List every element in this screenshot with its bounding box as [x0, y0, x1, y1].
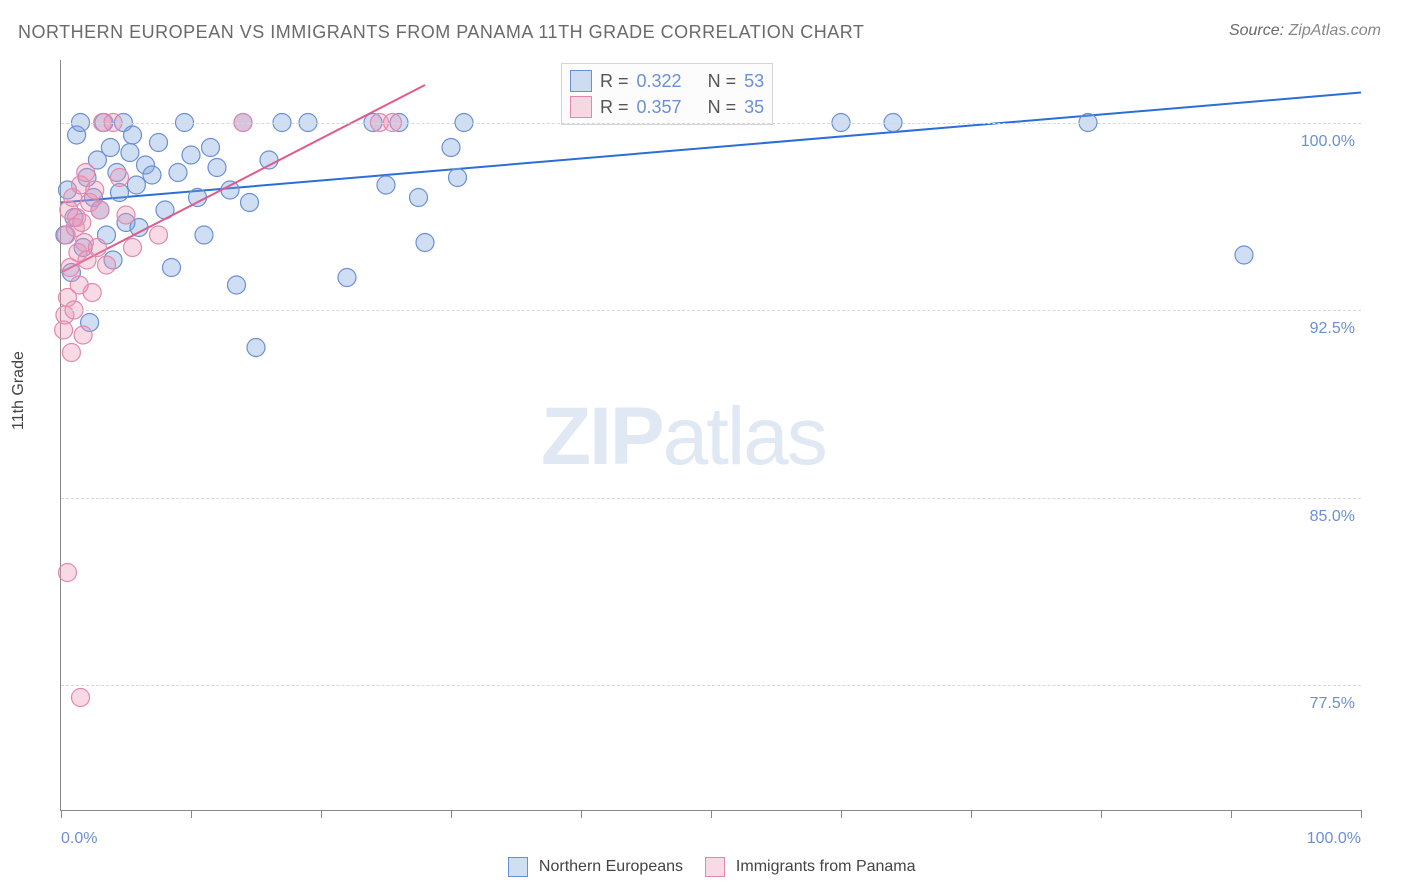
point-northern-europeans	[247, 339, 265, 357]
point-immigrants-panama	[77, 164, 95, 182]
point-northern-europeans	[124, 126, 142, 144]
point-immigrants-panama	[86, 181, 104, 199]
legend-r-label-1: R =	[600, 97, 629, 118]
point-northern-europeans	[163, 259, 181, 277]
gridline-h	[61, 498, 1361, 499]
point-northern-europeans	[442, 139, 460, 157]
point-northern-europeans	[121, 144, 139, 162]
bottom-label-1: Immigrants from Panama	[736, 858, 916, 875]
x-tick	[191, 810, 192, 818]
point-northern-europeans	[377, 176, 395, 194]
x-tick	[581, 810, 582, 818]
legend-row-1: R = 0.357 N = 35	[570, 94, 764, 120]
y-tick-label: 100.0%	[1301, 133, 1355, 151]
x-tick	[1101, 810, 1102, 818]
legend-n-value-0: 53	[744, 71, 764, 92]
point-northern-europeans	[189, 189, 207, 207]
x-tick	[61, 810, 62, 818]
point-immigrants-panama	[62, 344, 80, 362]
bottom-swatch-1	[705, 857, 725, 877]
legend-swatch-1	[570, 96, 592, 118]
point-immigrants-panama	[124, 239, 142, 257]
point-northern-europeans	[150, 134, 168, 152]
x-tick	[451, 810, 452, 818]
legend-n-value-1: 35	[744, 97, 764, 118]
point-northern-europeans	[101, 139, 119, 157]
point-northern-europeans	[202, 139, 220, 157]
point-northern-europeans	[449, 169, 467, 187]
plot-area: ZIPatlas R = 0.322 N = 53 R = 0.357 N = …	[60, 60, 1361, 811]
point-immigrants-panama	[150, 226, 168, 244]
chart-title: NORTHERN EUROPEAN VS IMMIGRANTS FROM PAN…	[18, 22, 864, 43]
bottom-swatch-0	[508, 857, 528, 877]
point-northern-europeans	[208, 159, 226, 177]
source-label: Source:	[1229, 22, 1289, 39]
legend-r-value-0: 0.322	[637, 71, 682, 92]
y-tick-label: 77.5%	[1310, 695, 1355, 713]
legend-r-label-0: R =	[600, 71, 629, 92]
x-tick	[711, 810, 712, 818]
point-northern-europeans	[410, 189, 428, 207]
x-max-label: 100.0%	[1307, 830, 1361, 848]
x-tick	[321, 810, 322, 818]
point-northern-europeans	[228, 276, 246, 294]
point-northern-europeans	[416, 234, 434, 252]
legend-swatch-0	[570, 70, 592, 92]
legend-r-value-1: 0.357	[637, 97, 682, 118]
legend-n-label-0: N =	[708, 71, 737, 92]
point-immigrants-panama	[72, 689, 90, 707]
x-tick	[971, 810, 972, 818]
point-northern-europeans	[221, 181, 239, 199]
point-immigrants-panama	[83, 284, 101, 302]
point-northern-europeans	[182, 146, 200, 164]
source-attribution: Source: ZipAtlas.com	[1229, 22, 1381, 40]
point-northern-europeans	[195, 226, 213, 244]
point-immigrants-panama	[88, 239, 106, 257]
point-northern-europeans	[143, 166, 161, 184]
y-tick-label: 85.0%	[1310, 508, 1355, 526]
point-northern-europeans	[1235, 246, 1253, 264]
legend-row-0: R = 0.322 N = 53	[570, 68, 764, 94]
gridline-h	[61, 123, 1361, 124]
x-min-label: 0.0%	[61, 830, 97, 848]
point-immigrants-panama	[73, 214, 91, 232]
legend-n-label-1: N =	[708, 97, 737, 118]
x-tick	[1361, 810, 1362, 818]
bottom-legend: Northern Europeans Immigrants from Panam…	[0, 857, 1406, 877]
gridline-h	[61, 685, 1361, 686]
point-immigrants-panama	[117, 206, 135, 224]
y-tick-label: 92.5%	[1310, 320, 1355, 338]
point-immigrants-panama	[59, 564, 77, 582]
source-value: ZipAtlas.com	[1289, 22, 1381, 39]
point-northern-europeans	[127, 176, 145, 194]
point-northern-europeans	[241, 194, 259, 212]
point-immigrants-panama	[98, 256, 116, 274]
point-immigrants-panama	[91, 201, 109, 219]
bottom-label-0: Northern Europeans	[539, 858, 683, 875]
point-immigrants-panama	[111, 169, 129, 187]
point-northern-europeans	[169, 164, 187, 182]
point-immigrants-panama	[74, 326, 92, 344]
point-northern-europeans	[338, 269, 356, 287]
y-axis-label: 11th Grade	[10, 351, 28, 430]
x-tick	[1231, 810, 1232, 818]
gridline-h	[61, 310, 1361, 311]
x-tick	[841, 810, 842, 818]
chart-svg	[61, 60, 1361, 810]
legend-box: R = 0.322 N = 53 R = 0.357 N = 35	[561, 63, 773, 125]
